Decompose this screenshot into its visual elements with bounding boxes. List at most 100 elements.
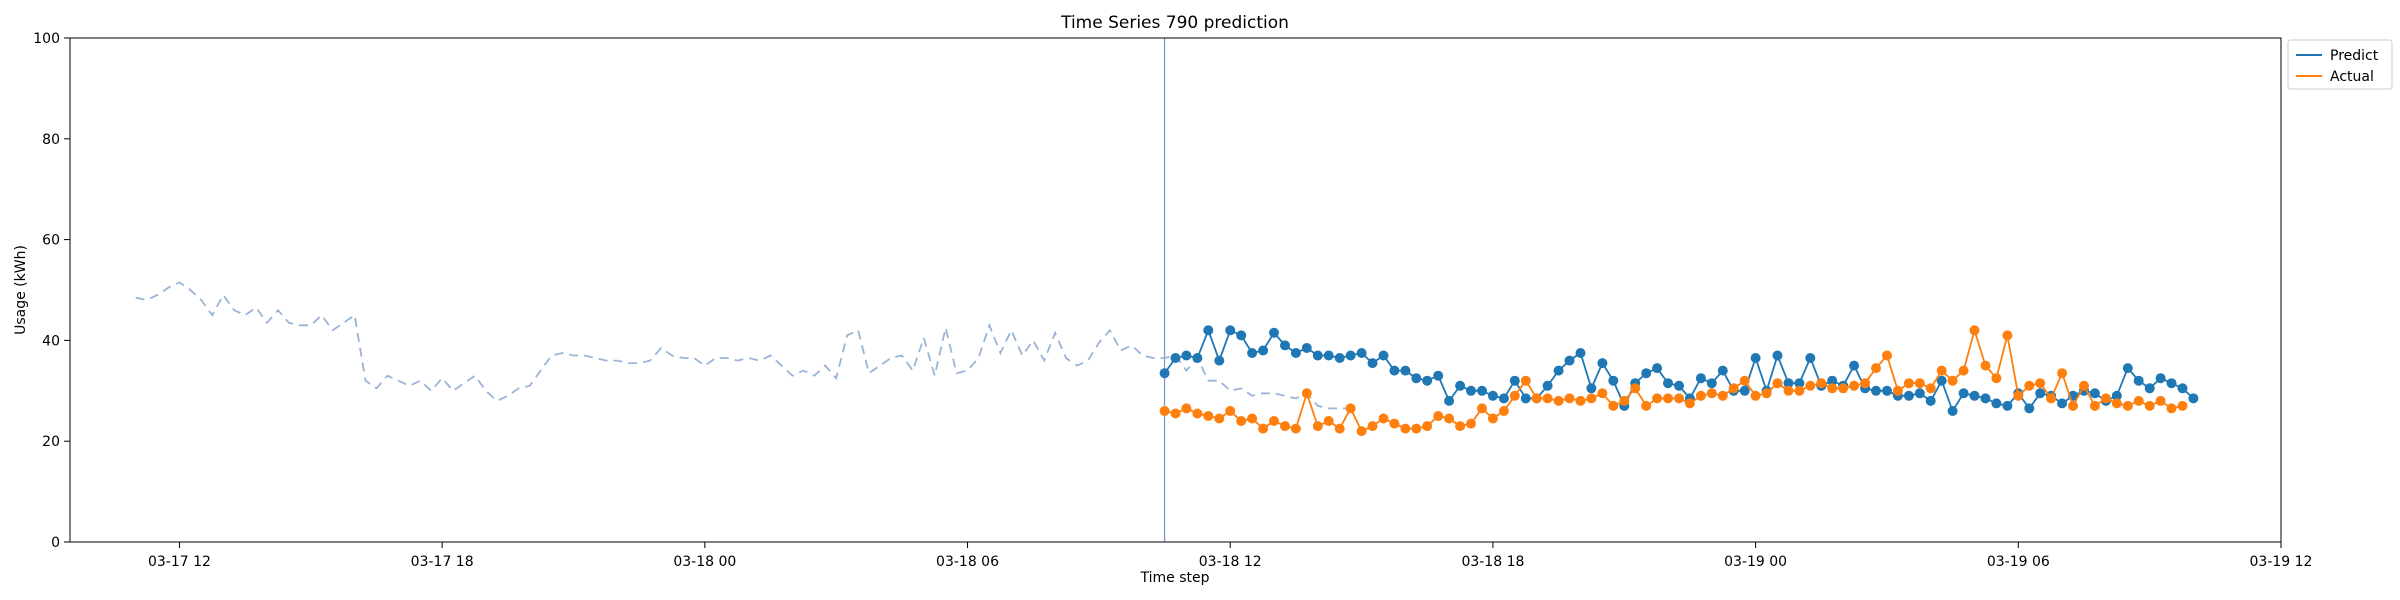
- predict-point: [1367, 358, 1378, 369]
- legend-label-actual: Actual: [2330, 69, 2374, 85]
- actual-point: [1805, 380, 1816, 391]
- actual-point: [1334, 423, 1345, 434]
- predict-point: [1947, 406, 1958, 416]
- actual-point: [1630, 383, 1641, 394]
- y-tick-label: 100: [33, 31, 60, 47]
- actual-point: [2079, 380, 2089, 391]
- predict-point: [1477, 385, 1487, 396]
- predict-point: [1695, 373, 1706, 384]
- actual-point: [1860, 378, 1871, 389]
- actual-point: [1356, 426, 1367, 437]
- series-actual: [1159, 325, 2188, 437]
- predict-point: [2155, 373, 2166, 384]
- predict-point: [1805, 353, 1816, 363]
- predict-point: [1203, 325, 1214, 336]
- predict-point: [1772, 350, 1783, 361]
- predict-point: [1958, 388, 1969, 399]
- actual-point: [1378, 413, 1389, 424]
- predict-point: [1433, 370, 1444, 381]
- predict-point: [1925, 395, 1936, 406]
- predict-point: [1455, 380, 1466, 391]
- predict-point: [1422, 375, 1433, 386]
- predict-point: [1936, 375, 1947, 386]
- actual-point: [1652, 393, 1663, 404]
- predict-point: [1378, 350, 1389, 361]
- y-tick-label: 80: [42, 132, 60, 148]
- history-series-line: [135, 281, 1351, 410]
- actual-point: [1706, 388, 1717, 399]
- predict-point: [2089, 388, 2100, 399]
- actual-point: [1586, 393, 1597, 404]
- actual-point: [1575, 395, 1586, 406]
- predict-point: [1487, 390, 1498, 401]
- actual-point: [1597, 388, 1608, 399]
- actual-point: [1181, 403, 1192, 414]
- predict-point: [1509, 375, 1520, 386]
- predict-point: [1444, 395, 1455, 406]
- actual-point: [1389, 418, 1400, 429]
- predict-point: [1882, 385, 1892, 396]
- predict-point: [1312, 350, 1323, 361]
- predict-point: [1706, 378, 1717, 389]
- y-tick-label: 0: [51, 535, 60, 551]
- actual-point: [1663, 393, 1673, 404]
- predict-point: [1301, 343, 1312, 353]
- actual-point: [1280, 421, 1290, 432]
- actual-point: [2068, 400, 2078, 411]
- actual-point: [1816, 378, 1827, 389]
- y-axis-ticks: 0 20 40 60 80 100: [33, 31, 70, 551]
- predict-point: [1914, 388, 1925, 399]
- actual-point: [2144, 400, 2155, 411]
- actual-point: [1553, 395, 1564, 406]
- actual-point: [1301, 388, 1312, 399]
- actual-point: [1323, 416, 1334, 426]
- x-tick-label: 03-18 18: [1461, 554, 1524, 570]
- predict-point: [1214, 355, 1225, 366]
- actual-point: [1947, 375, 1958, 386]
- actual-point: [1914, 378, 1925, 389]
- actual-point: [1674, 393, 1684, 404]
- actual-point: [1159, 406, 1170, 416]
- predict-point: [1991, 398, 2002, 409]
- predict-point: [1334, 353, 1345, 363]
- actual-point: [1619, 395, 1630, 406]
- predict-point: [1674, 380, 1684, 391]
- x-tick-label: 03-19 06: [1987, 554, 2050, 570]
- predict-point: [1717, 365, 1728, 376]
- predict-point: [1542, 380, 1553, 391]
- actual-point: [1367, 421, 1378, 432]
- actual-point: [1958, 365, 1969, 376]
- predict-point: [2133, 375, 2144, 386]
- predict-point: [1280, 340, 1290, 351]
- x-tick-label: 03-17 12: [148, 554, 211, 570]
- actual-point: [1433, 411, 1444, 421]
- actual-point: [1520, 375, 1531, 386]
- predict-point: [1520, 393, 1531, 404]
- actual-point: [1838, 383, 1849, 394]
- predict-point: [2002, 400, 2013, 411]
- predict-point: [1980, 393, 1991, 404]
- actual-point: [1936, 365, 1947, 376]
- actual-point: [1247, 413, 1258, 424]
- actual-point: [1477, 403, 1487, 414]
- predict-point: [1159, 368, 1170, 379]
- actual-point: [2155, 395, 2166, 406]
- predict-point: [1783, 378, 1794, 389]
- actual-point: [1400, 423, 1411, 434]
- actual-point: [1608, 400, 1619, 411]
- predict-point: [1170, 353, 1181, 363]
- actual-point: [1422, 421, 1433, 432]
- predict-point: [1290, 348, 1301, 358]
- predict-point: [2035, 388, 2046, 399]
- x-tick-label: 03-17 18: [411, 554, 474, 570]
- predict-point: [1225, 325, 1236, 336]
- x-tick-label: 03-18 12: [1199, 554, 1262, 570]
- x-axis-ticks: 03-17 12 03-17 18 03-18 00 03-18 06 03-18 12…: [148, 542, 2312, 570]
- plot-frame: [69, 37, 2282, 543]
- predict-point: [1871, 385, 1881, 396]
- predict-point: [1564, 355, 1575, 366]
- x-tick-label: 03-18 00: [673, 554, 736, 570]
- predict-point: [2188, 393, 2199, 404]
- y-tick-label: 40: [42, 333, 60, 349]
